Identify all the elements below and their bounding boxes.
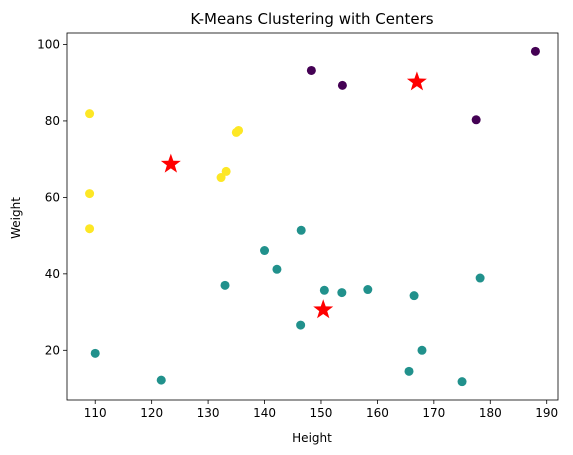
x-tick-label: 140 xyxy=(253,406,276,420)
data-point-cluster-1 xyxy=(156,375,166,385)
axes-frame xyxy=(66,32,559,401)
y-tick-label: 40 xyxy=(45,267,60,281)
data-point-cluster-1 xyxy=(296,225,306,235)
data-point-cluster-1 xyxy=(272,264,282,274)
x-tick-label: 110 xyxy=(84,406,107,420)
data-point-cluster-0 xyxy=(337,80,347,90)
data-point-cluster-2 xyxy=(234,125,244,135)
data-point-cluster-2 xyxy=(216,173,226,183)
data-point-cluster-2 xyxy=(85,109,95,119)
x-axis-label: Height xyxy=(292,431,332,445)
x-tick-label: 170 xyxy=(422,406,445,420)
data-point-cluster-1 xyxy=(296,320,306,330)
data-point-cluster-1 xyxy=(409,291,419,301)
y-axis-label: Weight xyxy=(9,197,23,239)
data-point-cluster-2 xyxy=(85,189,95,199)
cluster-center-marker xyxy=(406,71,427,91)
x-tick-label: 120 xyxy=(140,406,163,420)
data-point-cluster-1 xyxy=(337,288,347,298)
data-point-cluster-2 xyxy=(85,224,95,234)
y-tick-label: 80 xyxy=(45,114,60,128)
data-point-cluster-1 xyxy=(220,280,230,290)
y-tick-label: 60 xyxy=(45,190,60,204)
x-tick-label: 150 xyxy=(310,406,333,420)
data-point-cluster-0 xyxy=(530,46,540,56)
data-point-cluster-1 xyxy=(417,345,427,355)
chart-title: K-Means Clustering with Centers xyxy=(190,10,433,28)
data-point-cluster-0 xyxy=(471,115,481,125)
x-tick-label: 180 xyxy=(479,406,502,420)
data-point-cluster-1 xyxy=(457,377,467,387)
y-tick-label: 100 xyxy=(37,37,60,51)
plot-area: 110 120 130 140 150 160 170 180 190 20 40 60 80 100 xyxy=(37,32,559,420)
data-point-cluster-1 xyxy=(260,246,270,256)
data-point-cluster-1 xyxy=(475,273,485,283)
data-point-cluster-1 xyxy=(319,285,329,295)
cluster-center-marker xyxy=(313,299,334,319)
x-tick-label: 130 xyxy=(197,406,220,420)
y-tick-label: 20 xyxy=(45,343,60,357)
data-point-cluster-1 xyxy=(90,348,100,358)
data-point-cluster-2 xyxy=(221,166,231,176)
x-tick-label: 190 xyxy=(535,406,558,420)
x-tick-label: 160 xyxy=(366,406,389,420)
data-point-cluster-1 xyxy=(404,366,414,376)
data-point-cluster-1 xyxy=(363,285,373,295)
cluster-center-marker xyxy=(160,153,181,173)
data-point-cluster-0 xyxy=(306,65,316,75)
